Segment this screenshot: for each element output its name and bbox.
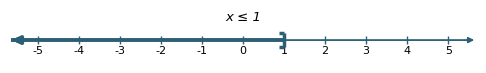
Text: 0: 0 (240, 46, 246, 56)
Text: -5: -5 (32, 46, 43, 56)
Text: -3: -3 (114, 46, 125, 56)
Text: 4: 4 (404, 46, 411, 56)
Text: 1: 1 (280, 46, 288, 56)
Text: x ≤ 1: x ≤ 1 (225, 11, 261, 24)
Text: -2: -2 (156, 46, 166, 56)
Text: 3: 3 (363, 46, 370, 56)
Text: -1: -1 (196, 46, 208, 56)
Text: 5: 5 (445, 46, 452, 56)
Text: 2: 2 (322, 46, 329, 56)
Text: -4: -4 (73, 46, 85, 56)
